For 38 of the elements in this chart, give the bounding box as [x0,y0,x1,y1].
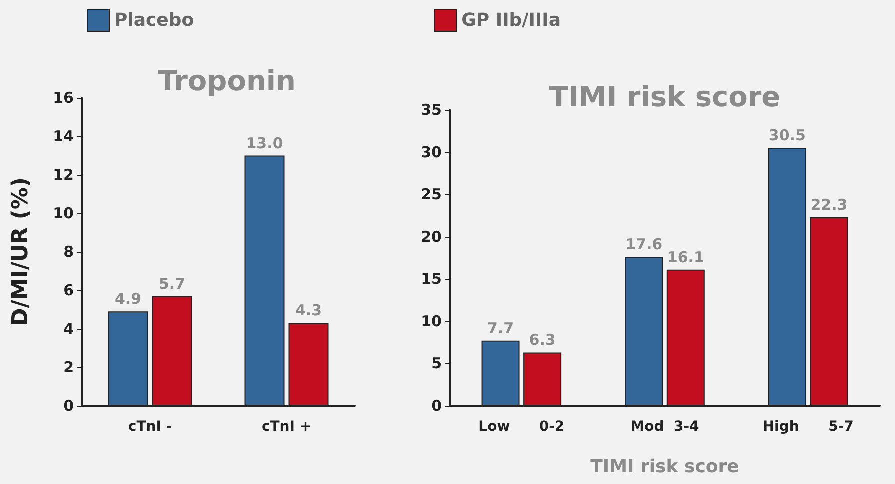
y-tick-label: 25 [421,186,442,204]
data-label: 17.6 [626,236,663,254]
y-tick-label: 4 [64,320,74,338]
data-label: 4.3 [295,302,322,320]
y-axis-title: D/MI/UR (%) [8,177,34,327]
y-tick-label: 12 [53,166,74,184]
y-tick-label: 14 [53,128,74,146]
y-tick-label: 0 [432,397,442,415]
y-tick-label: 10 [421,312,442,330]
data-label: 13.0 [246,134,284,152]
y-tick-label: 10 [53,204,74,222]
chart-title: TIMI risk score [549,80,781,114]
x-axis-title: TIMI risk score [590,456,740,478]
data-label: 30.5 [768,126,806,145]
data-label: 5.7 [158,274,186,293]
x-tick-label: High 5-7 [762,419,854,435]
y-tick-label: 35 [421,101,442,119]
data-label: 7.7 [487,319,514,338]
y-tick-label: 6 [64,282,74,300]
y-tick-label: 8 [64,243,74,261]
y-tick-label: 15 [421,270,442,288]
x-tick-label: Mod 3-4 [630,419,700,435]
y-tick-label: 5 [432,354,442,373]
x-tick-label: Low 0-2 [478,419,565,435]
legend-label: GP IIb/IIIa [462,10,561,31]
data-label: 22.3 [810,196,848,214]
y-tick-label: 16 [53,89,74,107]
data-label: 16.1 [667,248,704,266]
y-tick-label: 30 [421,143,442,162]
data-label: 6.3 [529,331,556,350]
y-tick-label: 0 [64,397,74,415]
legend-label: Placebo [114,10,194,31]
x-tick-label: cTnI - [128,419,172,435]
y-tick-label: 20 [421,228,442,246]
chart-title: Troponin [158,64,296,98]
data-label: 4.9 [114,290,142,308]
x-tick-label: cTnI + [262,419,312,435]
y-tick-label: 2 [64,358,74,376]
